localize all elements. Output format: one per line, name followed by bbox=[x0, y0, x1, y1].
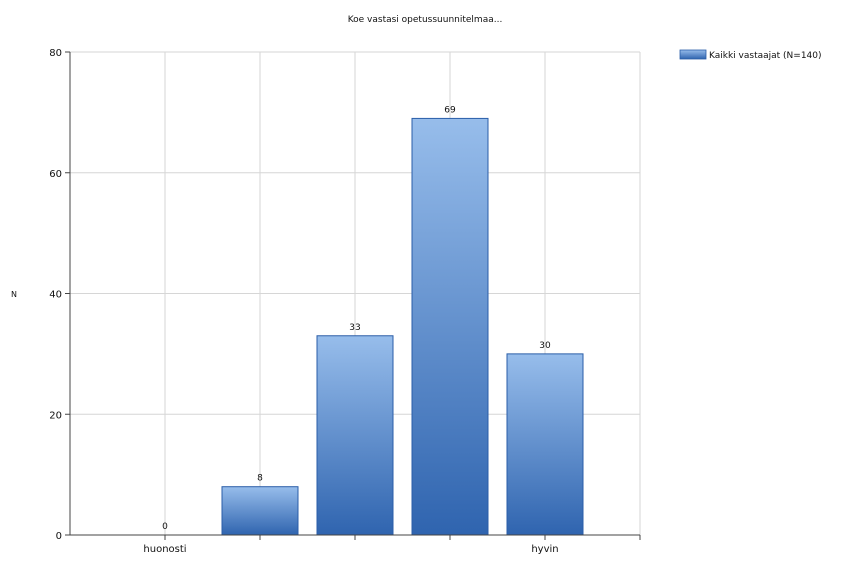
chart-title: Koe vastasi opetussuunnitelmaa... bbox=[348, 15, 503, 25]
data-label: 0 bbox=[162, 522, 168, 532]
bar bbox=[411, 117, 489, 536]
y-tick-label: 40 bbox=[49, 290, 62, 301]
y-tick-label: 80 bbox=[49, 48, 62, 59]
y-ticks: 0 20 40 60 80 bbox=[49, 48, 70, 542]
legend: Kaikki vastaajat (N=140) bbox=[679, 49, 822, 61]
x-tick-label: hyvin bbox=[531, 544, 558, 555]
bars bbox=[221, 117, 584, 536]
legend-label: Kaikki vastaajat (N=140) bbox=[709, 51, 822, 61]
y-tick-label: 0 bbox=[56, 531, 62, 542]
legend-swatch bbox=[679, 49, 707, 60]
grid bbox=[70, 51, 641, 535]
y-tick-label: 20 bbox=[49, 410, 62, 421]
data-label: 69 bbox=[444, 105, 456, 115]
y-axis-label: N bbox=[11, 290, 17, 299]
bar bbox=[316, 335, 394, 536]
data-label: 33 bbox=[349, 323, 360, 333]
bar bbox=[221, 486, 299, 536]
x-ticks: huonosti hyvin bbox=[143, 535, 641, 555]
data-labels: 0 8 33 69 30 bbox=[162, 105, 551, 532]
data-label: 8 bbox=[257, 474, 263, 484]
y-tick-label: 60 bbox=[49, 169, 62, 180]
bar bbox=[506, 353, 584, 536]
data-label: 30 bbox=[539, 341, 551, 351]
x-tick-label: huonosti bbox=[143, 544, 186, 555]
